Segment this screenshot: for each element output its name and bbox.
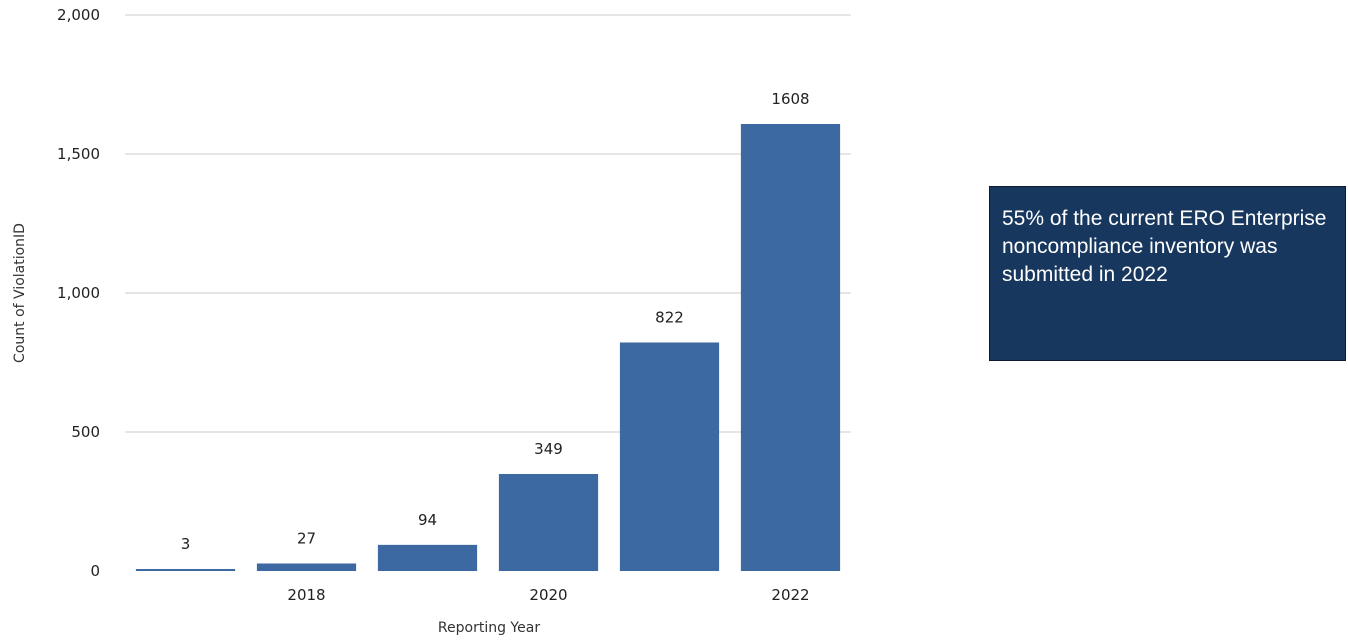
bar [256, 563, 357, 571]
data-label: 822 [655, 308, 684, 326]
bar-chart: 0 500 1,000 1,500 2,000 3 27 94 349 822 1608 2018… [12, 6, 851, 636]
data-label: 3 [181, 535, 191, 553]
bar [619, 342, 720, 571]
x-tick-label: 2018 [287, 586, 325, 604]
data-label: 94 [418, 511, 437, 529]
summary-callout: 55% of the current ERO Enterprise noncom… [989, 186, 1346, 361]
bar [377, 544, 478, 571]
data-label: 27 [297, 529, 316, 547]
x-axis-title: Reporting Year [438, 620, 540, 636]
bars [135, 123, 841, 571]
data-labels: 3 27 94 349 822 1608 [181, 90, 810, 553]
data-label: 349 [534, 440, 563, 458]
data-label: 1608 [771, 90, 809, 108]
bar [498, 473, 599, 571]
y-tick-label: 2,000 [57, 6, 100, 24]
y-tick-label: 1,000 [57, 284, 100, 302]
callout-text: 55% of the current ERO Enterprise noncom… [1002, 207, 1327, 286]
bar [135, 569, 236, 571]
y-axis-title: Count of ViolationID [12, 223, 28, 363]
y-tick-label: 500 [71, 423, 100, 441]
y-tick-label: 1,500 [57, 145, 100, 163]
x-axis-ticks: 2018 2020 2022 [287, 586, 809, 604]
x-tick-label: 2022 [771, 586, 809, 604]
y-axis-ticks: 0 500 1,000 1,500 2,000 [57, 6, 100, 580]
x-tick-label: 2020 [529, 586, 567, 604]
bar [740, 123, 841, 571]
gridlines [125, 14, 851, 433]
y-tick-label: 0 [90, 562, 100, 580]
